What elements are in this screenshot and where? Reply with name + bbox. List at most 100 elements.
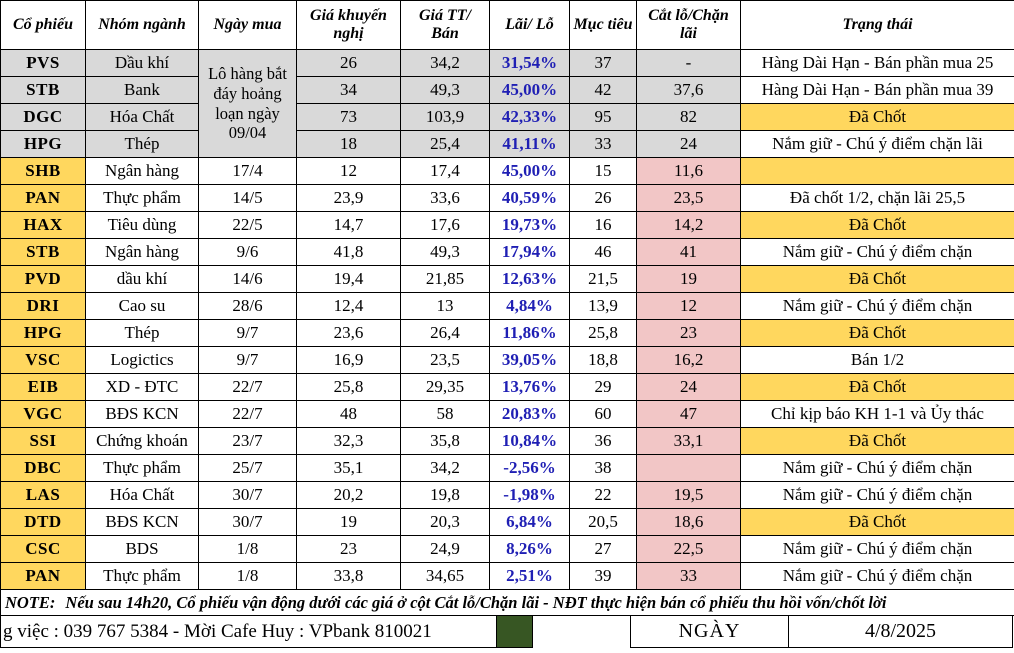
cell-stoploss[interactable]: 22,5: [636, 535, 741, 563]
cell-stock-code[interactable]: EIB: [0, 373, 86, 401]
cell-status[interactable]: Chỉ kịp báo KH 1-1 và Ủy thác: [740, 400, 1014, 428]
cell-target-price[interactable]: 37: [569, 49, 637, 77]
cell-status[interactable]: Đã Chốt: [740, 265, 1014, 293]
header-recommended-price[interactable]: Giá khuyến nghị: [296, 0, 401, 50]
cell-stoploss[interactable]: 24: [636, 130, 741, 158]
cell-stock-code[interactable]: VSC: [0, 346, 86, 374]
cell-profit-loss[interactable]: 6,84%: [489, 508, 570, 536]
cell-target-price[interactable]: 46: [569, 238, 637, 266]
cell-market-price[interactable]: 49,3: [400, 76, 490, 104]
header-stock-code[interactable]: Cổ phiếu: [0, 0, 86, 50]
cell-profit-loss[interactable]: 11,86%: [489, 319, 570, 347]
cell-profit-loss[interactable]: 31,54%: [489, 49, 570, 77]
cell-recommended-price[interactable]: 26: [296, 49, 401, 77]
cell-sector[interactable]: Thép: [85, 319, 199, 347]
cell-stock-code[interactable]: HAX: [0, 211, 86, 239]
cell-sector[interactable]: Thực phẩm: [85, 562, 199, 590]
cell-recommended-price[interactable]: 23,6: [296, 319, 401, 347]
cell-stoploss[interactable]: 24: [636, 373, 741, 401]
header-target[interactable]: Mục tiêu: [569, 0, 637, 50]
cell-sector[interactable]: XD - ĐTC: [85, 373, 199, 401]
cell-target-price[interactable]: 27: [569, 535, 637, 563]
cell-sector[interactable]: Thực phẩm: [85, 184, 199, 212]
cell-recommended-price[interactable]: 73: [296, 103, 401, 131]
cell-sector[interactable]: Chứng khoán: [85, 427, 199, 455]
cell-profit-loss[interactable]: 4,84%: [489, 292, 570, 320]
cell-sector[interactable]: Hóa Chất: [85, 481, 199, 509]
cell-recommended-price[interactable]: 34: [296, 76, 401, 104]
cell-recommended-price[interactable]: 25,8: [296, 373, 401, 401]
cell-market-price[interactable]: 35,8: [400, 427, 490, 455]
cell-profit-loss[interactable]: -1,98%: [489, 481, 570, 509]
cell-stock-code[interactable]: SSI: [0, 427, 86, 455]
cell-buy-date[interactable]: 9/7: [198, 319, 297, 347]
cell-buy-date[interactable]: 1/8: [198, 535, 297, 563]
cell-stoploss[interactable]: 41: [636, 238, 741, 266]
cell-market-price[interactable]: 19,8: [400, 481, 490, 509]
cell-stock-code[interactable]: PVD: [0, 265, 86, 293]
cell-sector[interactable]: Thép: [85, 130, 199, 158]
cell-buy-date[interactable]: 14/5: [198, 184, 297, 212]
header-profit-loss[interactable]: Lãi/ Lỗ: [489, 0, 570, 50]
cell-target-price[interactable]: 15: [569, 157, 637, 185]
cell-stock-code[interactable]: HPG: [0, 319, 86, 347]
cell-status[interactable]: Đã Chốt: [740, 319, 1014, 347]
cell-stock-code[interactable]: STB: [0, 238, 86, 266]
cell-stock-code[interactable]: CSC: [0, 535, 86, 563]
cell-profit-loss[interactable]: 20,83%: [489, 400, 570, 428]
cell-status[interactable]: Nắm giữ - Chú ý điểm chặn lãi: [740, 130, 1014, 158]
cell-sector[interactable]: BDS: [85, 535, 199, 563]
cell-sector[interactable]: Bank: [85, 76, 199, 104]
cell-target-price[interactable]: 25,8: [569, 319, 637, 347]
cell-stoploss[interactable]: 23,5: [636, 184, 741, 212]
cell-buy-date[interactable]: 17/4: [198, 157, 297, 185]
cell-market-price[interactable]: 17,4: [400, 157, 490, 185]
cell-market-price[interactable]: 13: [400, 292, 490, 320]
cell-stock-code[interactable]: DGC: [0, 103, 86, 131]
cell-recommended-price[interactable]: 16,9: [296, 346, 401, 374]
cell-buy-date[interactable]: 9/7: [198, 346, 297, 374]
cell-profit-loss[interactable]: 17,94%: [489, 238, 570, 266]
cell-status[interactable]: Nắm giữ - Chú ý điểm chặn: [740, 481, 1014, 509]
cell-buy-date[interactable]: 30/7: [198, 508, 297, 536]
cell-stock-code[interactable]: DRI: [0, 292, 86, 320]
cell-status[interactable]: Bán 1/2: [740, 346, 1014, 374]
cell-recommended-price[interactable]: 32,3: [296, 427, 401, 455]
cell-buy-date[interactable]: 9/6: [198, 238, 297, 266]
cell-recommended-price[interactable]: 19,4: [296, 265, 401, 293]
cell-profit-loss[interactable]: 8,26%: [489, 535, 570, 563]
cell-profit-loss[interactable]: 42,33%: [489, 103, 570, 131]
cell-market-price[interactable]: 33,6: [400, 184, 490, 212]
cell-status[interactable]: Hàng Dài Hạn - Bán phần mua 25: [740, 49, 1014, 77]
cell-status[interactable]: Đã Chốt: [740, 427, 1014, 455]
cell-buy-date[interactable]: 25/7: [198, 454, 297, 482]
cell-profit-loss[interactable]: 45,00%: [489, 157, 570, 185]
cell-market-price[interactable]: 23,5: [400, 346, 490, 374]
cell-sector[interactable]: Ngân hàng: [85, 157, 199, 185]
header-stoploss[interactable]: Cắt lỗ/Chặn lãi: [636, 0, 741, 50]
cell-target-price[interactable]: 16: [569, 211, 637, 239]
cell-status[interactable]: Đã Chốt: [740, 211, 1014, 239]
date-value-cell[interactable]: 4/8/2025: [788, 616, 1013, 648]
cell-market-price[interactable]: 26,4: [400, 319, 490, 347]
cell-stoploss[interactable]: [636, 454, 741, 482]
cell-buy-date[interactable]: 28/6: [198, 292, 297, 320]
cell-stock-code[interactable]: PVS: [0, 49, 86, 77]
cell-stoploss[interactable]: 33,1: [636, 427, 741, 455]
cell-sector[interactable]: Hóa Chất: [85, 103, 199, 131]
cell-stoploss[interactable]: 12: [636, 292, 741, 320]
cell-profit-loss[interactable]: 45,00%: [489, 76, 570, 104]
cell-profit-loss[interactable]: 2,51%: [489, 562, 570, 590]
cell-stock-code[interactable]: DBC: [0, 454, 86, 482]
cell-recommended-price[interactable]: 20,2: [296, 481, 401, 509]
cell-sector[interactable]: Ngân hàng: [85, 238, 199, 266]
cell-stoploss[interactable]: -: [636, 49, 741, 77]
cell-recommended-price[interactable]: 23: [296, 535, 401, 563]
cell-market-price[interactable]: 17,6: [400, 211, 490, 239]
cell-sector[interactable]: Dầu khí: [85, 49, 199, 77]
cell-profit-loss[interactable]: 39,05%: [489, 346, 570, 374]
cell-profit-loss[interactable]: 40,59%: [489, 184, 570, 212]
cell-recommended-price[interactable]: 12: [296, 157, 401, 185]
contact-cell[interactable]: g việc : 039 767 5384 - Mời Cafe Huy : V…: [0, 616, 497, 648]
cell-buy-date[interactable]: 1/8: [198, 562, 297, 590]
